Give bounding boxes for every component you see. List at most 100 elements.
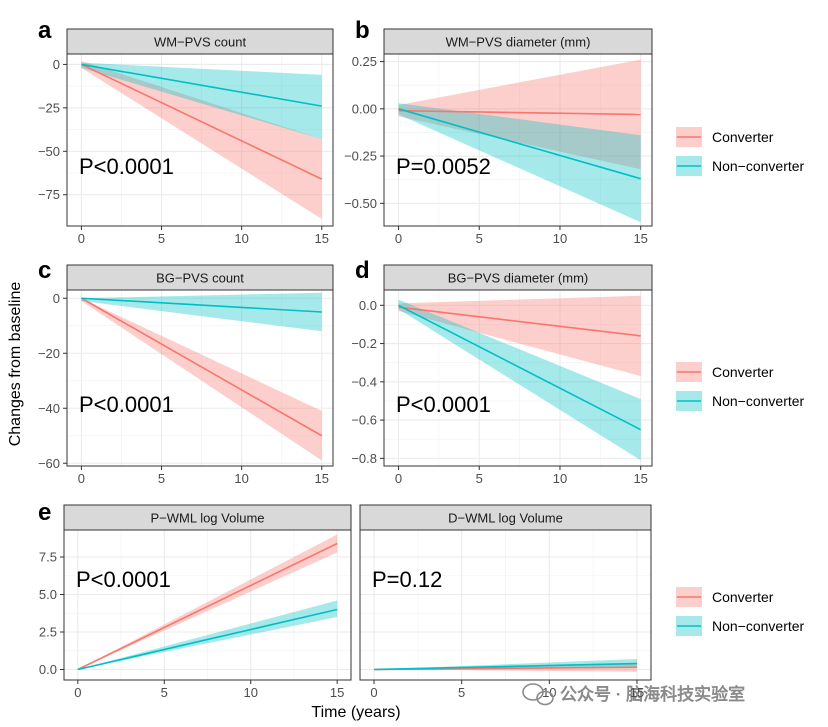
plot-area (67, 290, 333, 466)
legend-1: Converter Non−converter (676, 127, 805, 176)
legend-label: Converter (712, 129, 774, 145)
legend-2: Converter Non−converter (676, 362, 805, 411)
ci-ribbon-converter (77, 534, 338, 670)
x-tick-label: 5 (458, 685, 465, 700)
panel-title: WM−PVS count (154, 35, 247, 50)
panel-background (67, 54, 333, 226)
x-tick-label: 5 (158, 231, 165, 246)
panel-b: WM−PVS diameter (mm) 0 5 10 15 0.25 0.00 −0.25 −… (344, 17, 653, 246)
legend-label: Non−converter (712, 158, 805, 174)
y-tick-label: 0 (53, 57, 60, 72)
series-line-non-converter (374, 662, 637, 671)
x-tick-label: 0 (74, 685, 81, 700)
x-tick-label: 5 (161, 685, 168, 700)
ci-ribbon-converter (398, 59, 641, 170)
panel-d: BG−PVS diameter (mm) 0 5 10 15 0.0 −0.2 −0.4 −0.… (351, 257, 653, 486)
panel-border (359, 529, 652, 681)
p-value-label: P<0.0001 (76, 567, 171, 592)
series-line-non-converter (77, 608, 338, 671)
legend-3: Converter Non−converter (676, 587, 805, 636)
ci-ribbon-converter (398, 295, 641, 377)
series-line-converter (81, 63, 323, 180)
panel-title: BG−PVS count (156, 271, 244, 286)
panel-title: WM−PVS diameter (mm) (446, 35, 591, 50)
series-line-converter (81, 297, 323, 437)
strip-header (66, 264, 334, 291)
x-tick-label: 0 (78, 231, 85, 246)
x-tick-label: 15 (315, 471, 329, 486)
series-line-non-converter (398, 108, 641, 180)
x-tick-label: 10 (243, 685, 257, 700)
y-tick-label: 0.25 (352, 54, 377, 69)
series-line-converter (398, 306, 641, 337)
panel-border (66, 289, 334, 467)
y-tick-label: 0 (53, 291, 60, 306)
p-value-label: P<0.0001 (79, 154, 174, 179)
p-value-label: P<0.0001 (396, 392, 491, 417)
ci-ribbon-converter (81, 298, 322, 461)
strip-header (66, 28, 334, 55)
y-tick-label: 0.0 (359, 298, 377, 313)
panel-letter: b (355, 17, 370, 44)
panel-e: P−WML log Volume 0 5 10 15 0.0 2.5 5.0 7.5 P<0.00… (38, 499, 352, 700)
x-tick-label: 0 (395, 471, 402, 486)
x-tick-label: 15 (630, 685, 644, 700)
p-value-label: P=0.12 (372, 567, 442, 592)
x-tick-label: 0 (370, 685, 377, 700)
y-tick-label: 0.00 (352, 101, 377, 116)
panel-letter: a (38, 17, 52, 44)
x-tick-label: 15 (330, 685, 344, 700)
strip-header (359, 504, 652, 531)
y-tick-label: −25 (38, 100, 60, 115)
x-tick-label: 10 (553, 231, 567, 246)
x-tick-label: 0 (395, 231, 402, 246)
p-value-label: P<0.0001 (79, 392, 174, 417)
y-tick-label: −0.6 (351, 413, 377, 428)
ci-ribbon-converter (81, 60, 322, 220)
x-axis-label: Time (years) (311, 704, 400, 721)
y-tick-label: −40 (38, 401, 60, 416)
legend-label: Converter (712, 589, 774, 605)
panel-c: BG−PVS count 0 5 10 15 0 −20 −40 −60 P<0.0001 c (38, 257, 334, 486)
y-tick-label: 5.0 (39, 587, 57, 602)
x-tick-label: 5 (158, 471, 165, 486)
panel-title: D−WML log Volume (448, 511, 563, 526)
y-tick-label: 2.5 (39, 625, 57, 640)
y-tick-label: −75 (38, 187, 60, 202)
y-tick-label: 0.0 (39, 662, 57, 677)
panel-letter: c (38, 257, 51, 284)
legend-label: Non−converter (712, 618, 805, 634)
p-value-label: P=0.0052 (396, 154, 491, 179)
legend-label: Converter (712, 364, 774, 380)
ci-ribbon-non-converter (374, 659, 637, 670)
x-tick-label: 15 (633, 231, 647, 246)
panel-title: P−WML log Volume (150, 511, 264, 526)
y-tick-label: −50 (38, 144, 60, 159)
y-tick-label: 7.5 (39, 550, 57, 565)
series-line-non-converter (398, 304, 642, 431)
panel-letter: e (38, 499, 51, 526)
wechat-icon (522, 683, 554, 706)
ci-ribbon-non-converter (77, 600, 338, 670)
plot-area (67, 54, 333, 226)
panel-title: BG−PVS diameter (mm) (448, 271, 589, 286)
ci-ribbon-non-converter (398, 299, 641, 461)
plot-area (360, 530, 651, 680)
x-tick-label: 10 (553, 471, 567, 486)
series-line-converter (398, 109, 641, 116)
x-tick-label: 5 (476, 231, 483, 246)
y-tick-label: −0.8 (351, 451, 377, 466)
plot-area (384, 290, 652, 466)
panel-a: WM−PVS count 0 5 10 15 0 −25 −50 −75 P<0.0001 a (38, 17, 334, 246)
y-tick-label: −0.25 (344, 149, 377, 164)
series-line-non-converter (81, 297, 322, 313)
plot-area (64, 530, 351, 680)
series-line-non-converter (81, 63, 322, 107)
panel-background (384, 54, 652, 226)
x-tick-label: 5 (476, 471, 483, 486)
y-tick-label: −60 (38, 456, 60, 471)
strip-header (383, 264, 653, 291)
wechat-icon-bubble-right (536, 690, 554, 706)
panel-border (383, 53, 653, 227)
